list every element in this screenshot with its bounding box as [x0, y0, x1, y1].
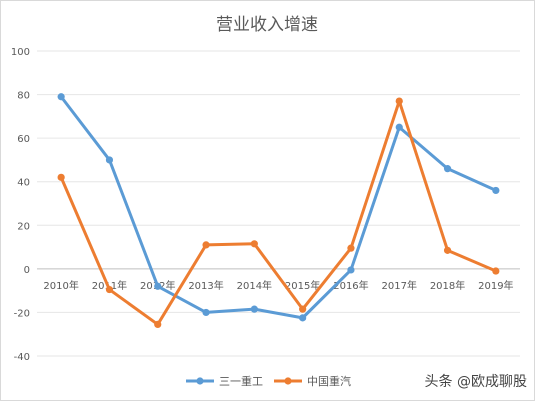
data-point — [154, 320, 162, 329]
data-point — [105, 285, 114, 294]
y-tick-label: 20 — [17, 221, 30, 232]
legend-label: 中国重汽 — [307, 374, 351, 388]
data-point — [250, 240, 258, 248]
data-point — [443, 246, 452, 254]
x-tick-label: 2011年 — [92, 279, 127, 292]
data-point — [443, 165, 452, 173]
data-point — [347, 266, 355, 274]
y-tick-label: 80 — [17, 91, 30, 102]
x-tick-label: 2016年 — [333, 279, 368, 292]
y-tick-label: 0 — [24, 265, 30, 276]
y-axis: -40 -20 0 20 40 60 80 100 — [11, 47, 30, 363]
x-axis: 2010年2011年2012年2013年2014年2015年2016年2017年… — [43, 279, 513, 292]
y-tick-label: -20 — [14, 308, 30, 319]
series-1 — [57, 93, 500, 322]
data-point — [57, 93, 65, 101]
y-tick-label: 60 — [17, 134, 30, 145]
x-tick-label: 2017年 — [382, 279, 417, 292]
legend-item: 三一重工 — [186, 374, 263, 388]
series-2 — [57, 97, 500, 329]
data-point — [154, 282, 162, 290]
series-line — [59, 95, 498, 320]
data-point — [299, 314, 307, 322]
legend-label: 三一重工 — [219, 374, 263, 388]
y-tick-label: 100 — [11, 47, 30, 58]
series-group — [57, 93, 500, 329]
series-line — [59, 99, 498, 326]
x-tick-label: 2018年 — [430, 279, 465, 292]
x-tick-label: 2014年 — [237, 279, 272, 292]
chart-title: 营业收入增速 — [216, 15, 318, 35]
y-tick-label: 40 — [17, 178, 30, 189]
data-point — [57, 173, 65, 181]
watermark: 头条 @欧成聊股 — [424, 374, 527, 390]
x-tick-label: 2010年 — [43, 279, 78, 292]
data-point — [395, 123, 403, 131]
data-point — [299, 305, 307, 313]
data-point — [492, 186, 500, 195]
data-point — [250, 305, 258, 313]
data-point — [202, 241, 210, 249]
data-point — [492, 267, 500, 275]
data-point — [105, 156, 114, 164]
x-tick-label: 2019年 — [478, 279, 513, 292]
legend-marker — [196, 377, 204, 385]
legend: 三一重工 中国重汽 — [186, 374, 351, 388]
data-point — [347, 244, 355, 252]
x-tick-label: 2013年 — [188, 279, 223, 292]
legend-item: 中国重汽 — [274, 374, 351, 388]
data-point — [395, 97, 403, 105]
x-tick-label: 2015年 — [285, 279, 320, 292]
data-point — [202, 308, 210, 317]
legend-marker — [284, 377, 292, 385]
y-tick-label: -40 — [14, 352, 30, 363]
grid-lines — [37, 50, 520, 357]
